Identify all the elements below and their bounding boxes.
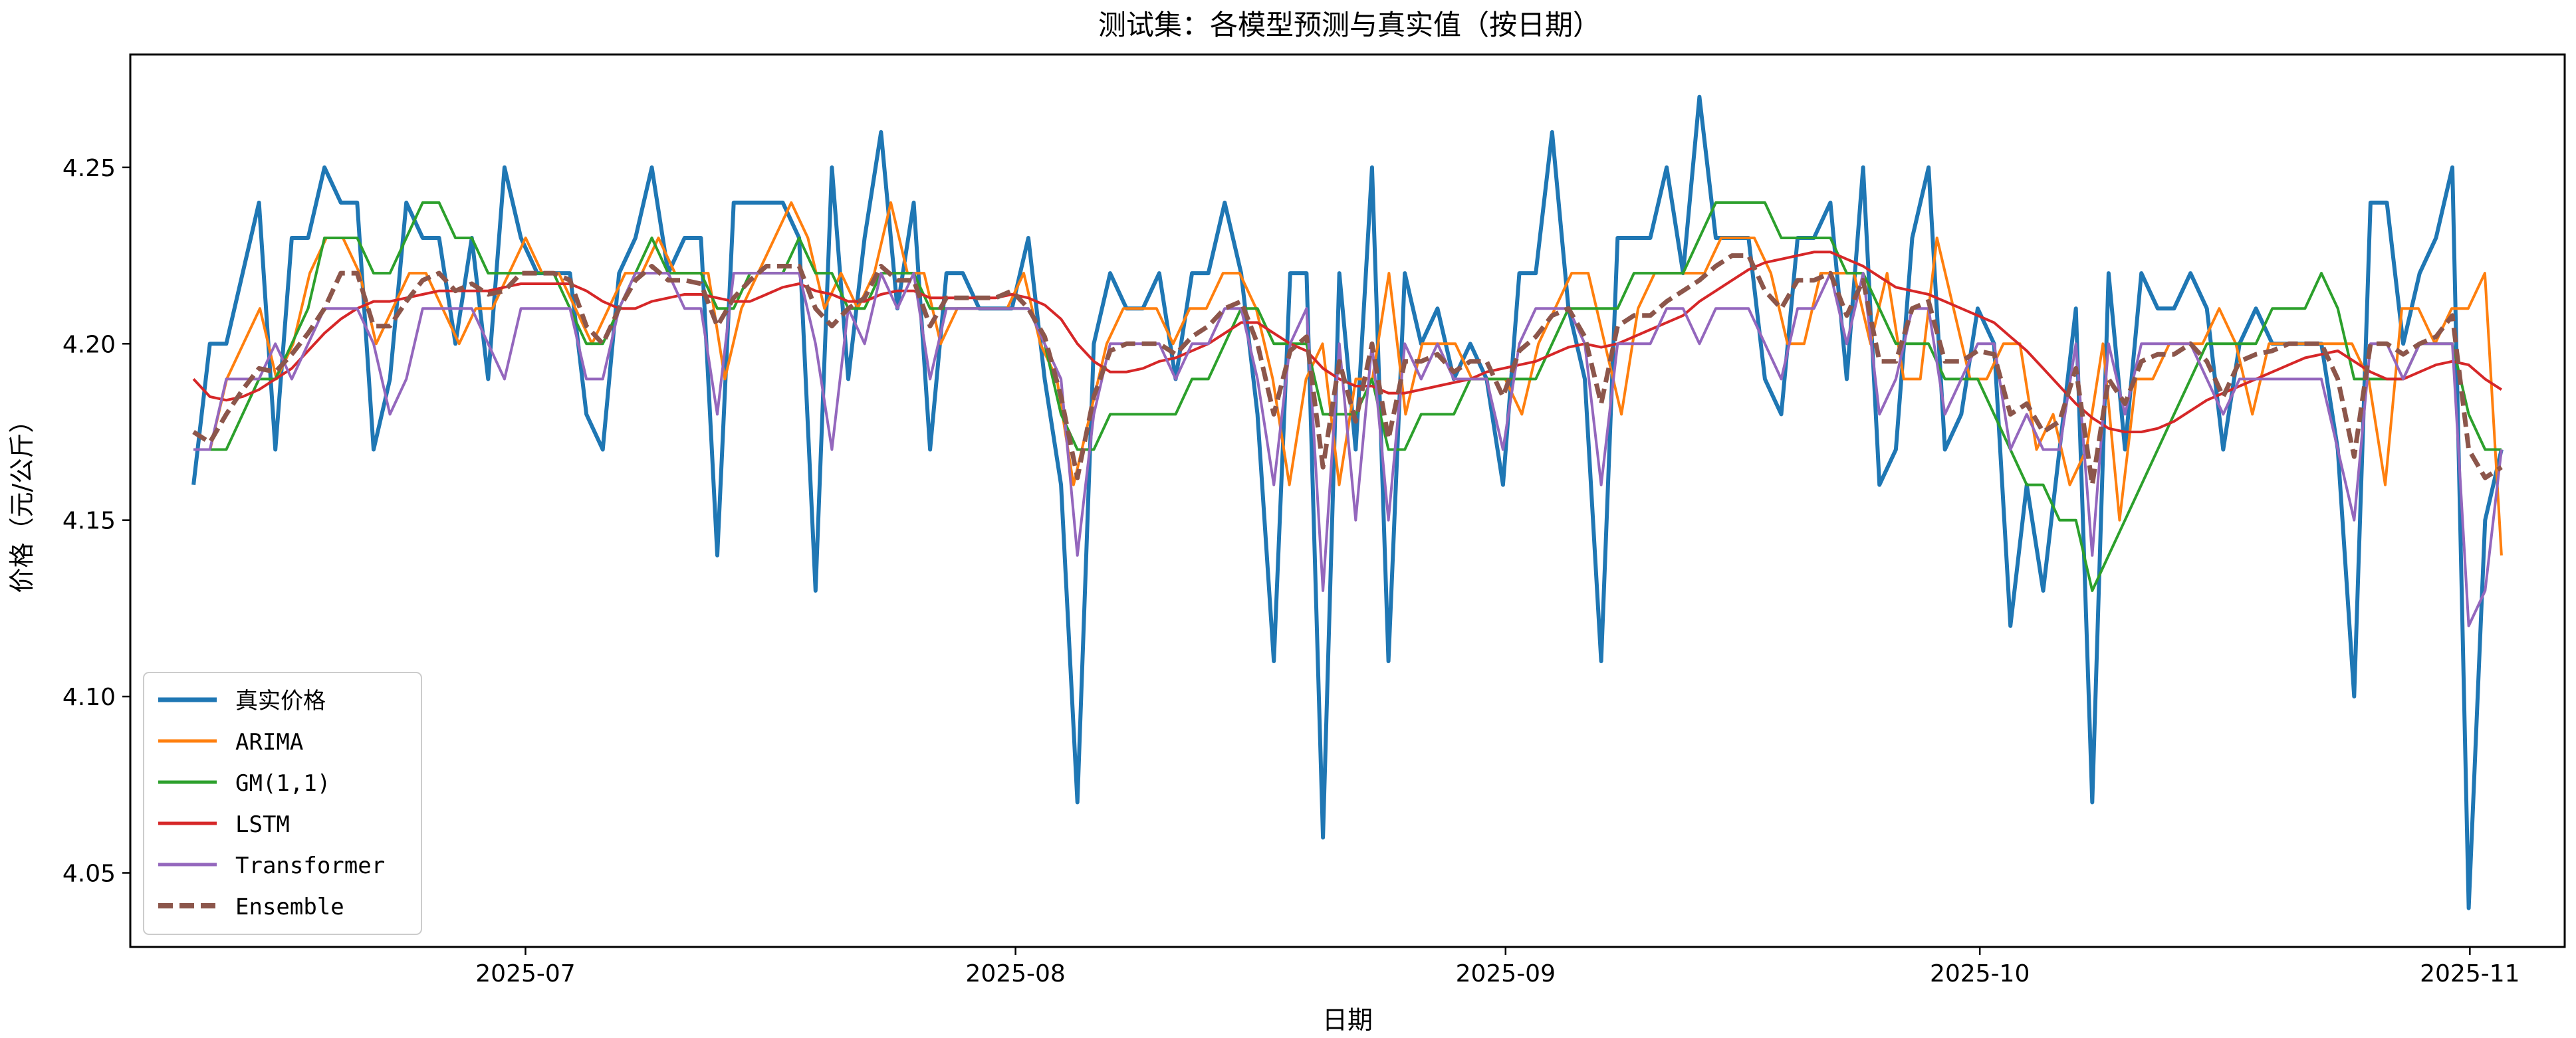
series-5 <box>192 253 2503 488</box>
legend-box <box>143 672 422 935</box>
series-line-2 <box>193 201 2502 592</box>
series-line-5 <box>192 253 2503 488</box>
series-layer <box>191 94 2504 910</box>
x-tick-label-3: 2025-10 <box>1930 960 2030 987</box>
x-axis-ticks: 2025-07 2025-08 2025-09 2025-10 2025-11 <box>475 947 2520 987</box>
legend-label-0: 真实价格 <box>235 688 326 714</box>
series-2 <box>193 201 2502 592</box>
plot-frame <box>129 53 2566 948</box>
series-line-4 <box>193 272 2503 627</box>
legend-entries: 真实价格 ARIMA GM(1,1) LSTM Transformer Ensemble <box>158 688 385 920</box>
y-tick-label-1: 4.10 <box>62 684 116 711</box>
x-tick-label-4: 2025-11 <box>2420 960 2519 987</box>
y-tick-label-2: 4.15 <box>62 508 116 535</box>
legend-label-5: Ensemble <box>235 894 344 920</box>
legend-label-3: LSTM <box>235 811 290 838</box>
y-axis-label: 价格（元/公斤） <box>7 408 37 593</box>
legend-label-4: Transformer <box>235 853 385 879</box>
legend-label-2: GM(1,1) <box>235 770 330 797</box>
x-tick-label-1: 2025-08 <box>965 960 1065 987</box>
y-tick-label-4: 4.25 <box>62 155 116 182</box>
y-tick-label-0: 4.05 <box>62 861 116 888</box>
y-tick-label-3: 4.20 <box>62 331 116 358</box>
legend: 真实价格 ARIMA GM(1,1) LSTM Transformer Ensemble <box>143 672 422 935</box>
x-axis-label: 日期 <box>1322 1005 1373 1035</box>
y-axis-ticks: 4.05 4.10 4.15 4.20 4.25 <box>62 155 130 888</box>
chart-title: 测试集：各模型预测与真实值（按日期） <box>1098 9 1601 41</box>
x-tick-label-0: 2025-07 <box>475 960 575 987</box>
x-tick-label-2: 2025-09 <box>1456 960 1556 987</box>
legend-label-1: ARIMA <box>235 729 303 756</box>
series-4 <box>193 272 2503 627</box>
